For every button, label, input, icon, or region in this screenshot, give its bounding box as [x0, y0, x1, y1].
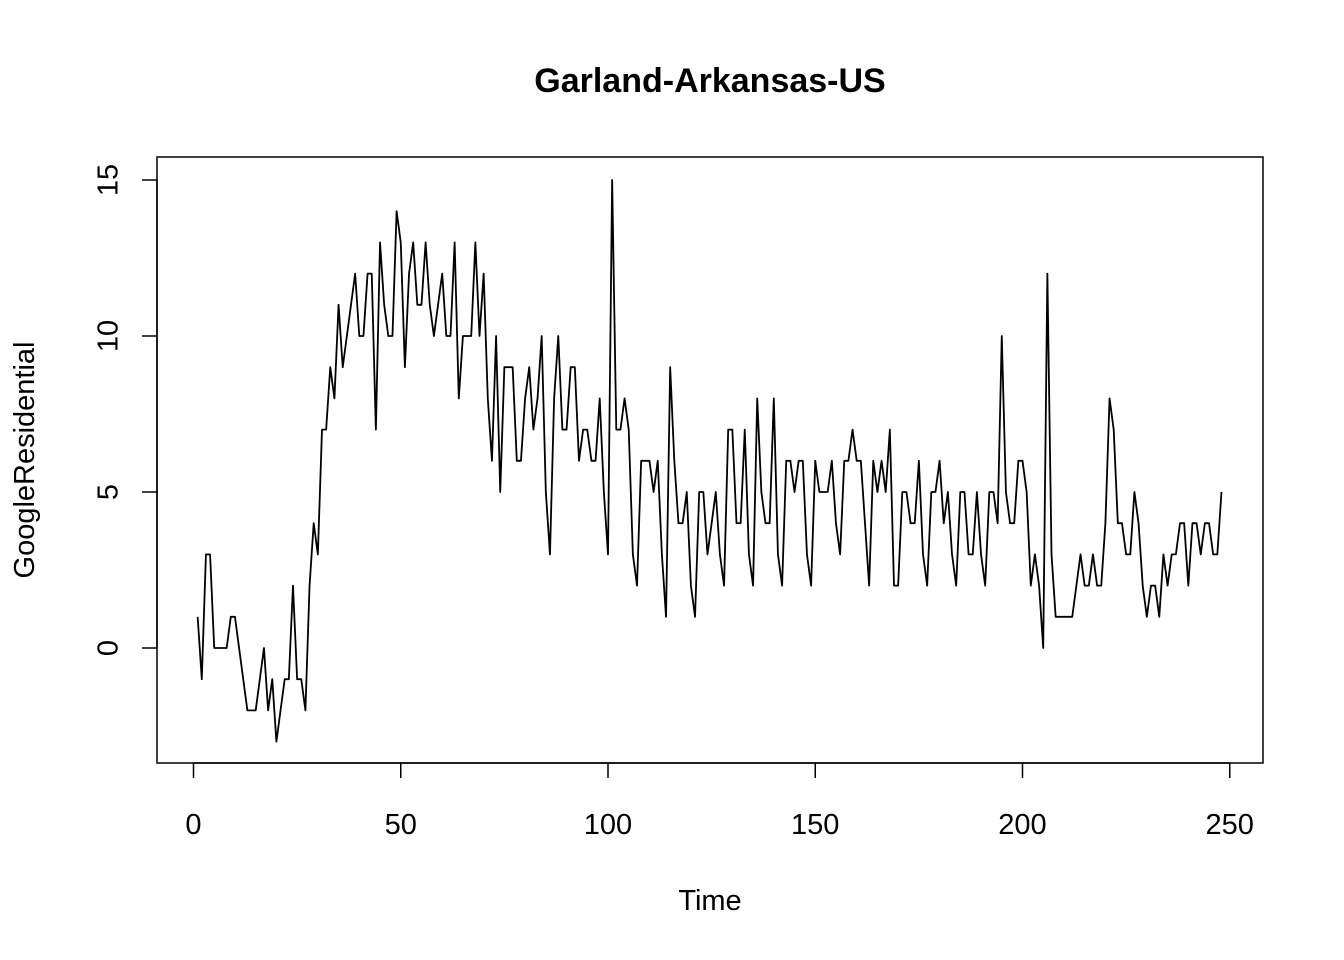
- y-tick-label: 5: [93, 484, 125, 500]
- x-tick-label: 100: [584, 809, 632, 841]
- series-line: [196, 179, 1223, 743]
- x-tick-label: 50: [385, 809, 417, 841]
- y-tick-label: 15: [93, 164, 125, 196]
- plot-frame: [156, 156, 1264, 764]
- x-tick-label: 250: [1206, 809, 1254, 841]
- x-axis-label: Time: [678, 885, 741, 917]
- x-axis: 0 50 100 150 200 250: [185, 762, 1254, 841]
- x-tick-label: 200: [998, 809, 1046, 841]
- y-tick-label: 0: [93, 640, 125, 656]
- y-axis: 0 5 10 15: [93, 164, 158, 656]
- x-tick-label: 0: [185, 809, 201, 841]
- x-tick-label: 150: [791, 809, 839, 841]
- y-tick-label: 10: [93, 320, 125, 352]
- chart-title: Garland-Arkansas-US: [534, 62, 885, 100]
- y-axis-label: GoogleResidential: [9, 342, 41, 579]
